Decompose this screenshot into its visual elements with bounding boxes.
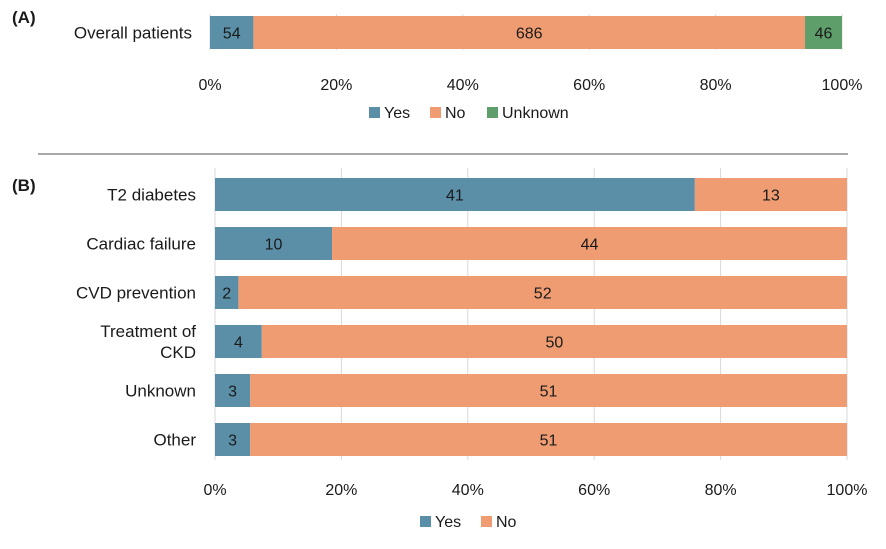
- x-tick-label-b: 60%: [578, 482, 610, 499]
- legend-label-b-no: No: [496, 514, 517, 531]
- x-tick-label-a: 80%: [700, 77, 732, 94]
- data-label-b: 2: [222, 286, 231, 303]
- legend-swatch-b-yes: [420, 516, 431, 527]
- data-label-b: 10: [265, 237, 283, 254]
- legend-swatch-a-unknown: [487, 107, 498, 118]
- bar-b-no: [250, 374, 848, 407]
- data-label-a: 54: [223, 26, 241, 43]
- data-label-b: 3: [228, 433, 237, 450]
- category-label-b: Cardiac failure: [86, 235, 196, 254]
- bar-b-yes: [215, 325, 262, 358]
- data-label-b: 50: [546, 335, 564, 352]
- x-tick-label-b: 20%: [325, 482, 357, 499]
- bar-b-no: [250, 423, 848, 456]
- x-tick-label-a: 20%: [320, 77, 352, 94]
- legend-swatch-b-no: [481, 516, 492, 527]
- x-tick-label-b: 0%: [203, 482, 226, 499]
- bar-b-no: [238, 276, 847, 309]
- bar-b-no: [261, 325, 847, 358]
- bar-a-yes: [210, 16, 254, 49]
- panel-a-label: (A): [12, 8, 36, 27]
- data-label-b: 41: [446, 188, 464, 205]
- bar-b-no: [694, 178, 847, 211]
- bar-a-unknown: [805, 16, 842, 49]
- data-label-a: 686: [516, 26, 543, 43]
- panel-b-label: (B): [12, 176, 36, 195]
- category-label-b: T2 diabetes: [107, 186, 196, 205]
- legend-swatch-a-no: [430, 107, 441, 118]
- data-label-b: 51: [540, 433, 558, 450]
- legend-swatch-a-yes: [369, 107, 380, 118]
- legend-label-b-yes: Yes: [435, 514, 461, 531]
- x-tick-label-b: 100%: [827, 482, 868, 499]
- data-label-b: 4: [234, 335, 243, 352]
- data-label-a: 46: [815, 26, 833, 43]
- bar-b-yes: [215, 276, 239, 309]
- data-label-b: 52: [534, 286, 552, 303]
- category-label-b: CVD prevention: [76, 284, 196, 303]
- bar-a-no: [253, 16, 806, 49]
- x-tick-label-a: 60%: [573, 77, 605, 94]
- data-label-b: 3: [228, 384, 237, 401]
- category-label-a: Overall patients: [74, 24, 192, 43]
- data-label-b: 44: [581, 237, 599, 254]
- legend-label-a-yes: Yes: [384, 105, 410, 122]
- x-tick-label-a: 40%: [447, 77, 479, 94]
- x-tick-label-b: 80%: [705, 482, 737, 499]
- category-label-b: Unknown: [125, 382, 196, 401]
- category-label-b: Other: [153, 431, 196, 450]
- category-label-b: Treatment of CKD: [100, 322, 196, 362]
- bar-b-yes: [215, 227, 333, 260]
- data-label-b: 13: [762, 188, 780, 205]
- legend-label-a-no: No: [445, 105, 466, 122]
- legend-label-a-unknown: Unknown: [502, 105, 569, 122]
- bar-b-yes: [215, 374, 251, 407]
- bar-b-yes: [215, 423, 251, 456]
- data-label-b: 51: [540, 384, 558, 401]
- x-tick-label-a: 0%: [198, 77, 221, 94]
- bar-b-yes: [215, 178, 695, 211]
- x-tick-label-a: 100%: [822, 77, 863, 94]
- x-tick-label-b: 40%: [452, 482, 484, 499]
- bar-b-no: [332, 227, 847, 260]
